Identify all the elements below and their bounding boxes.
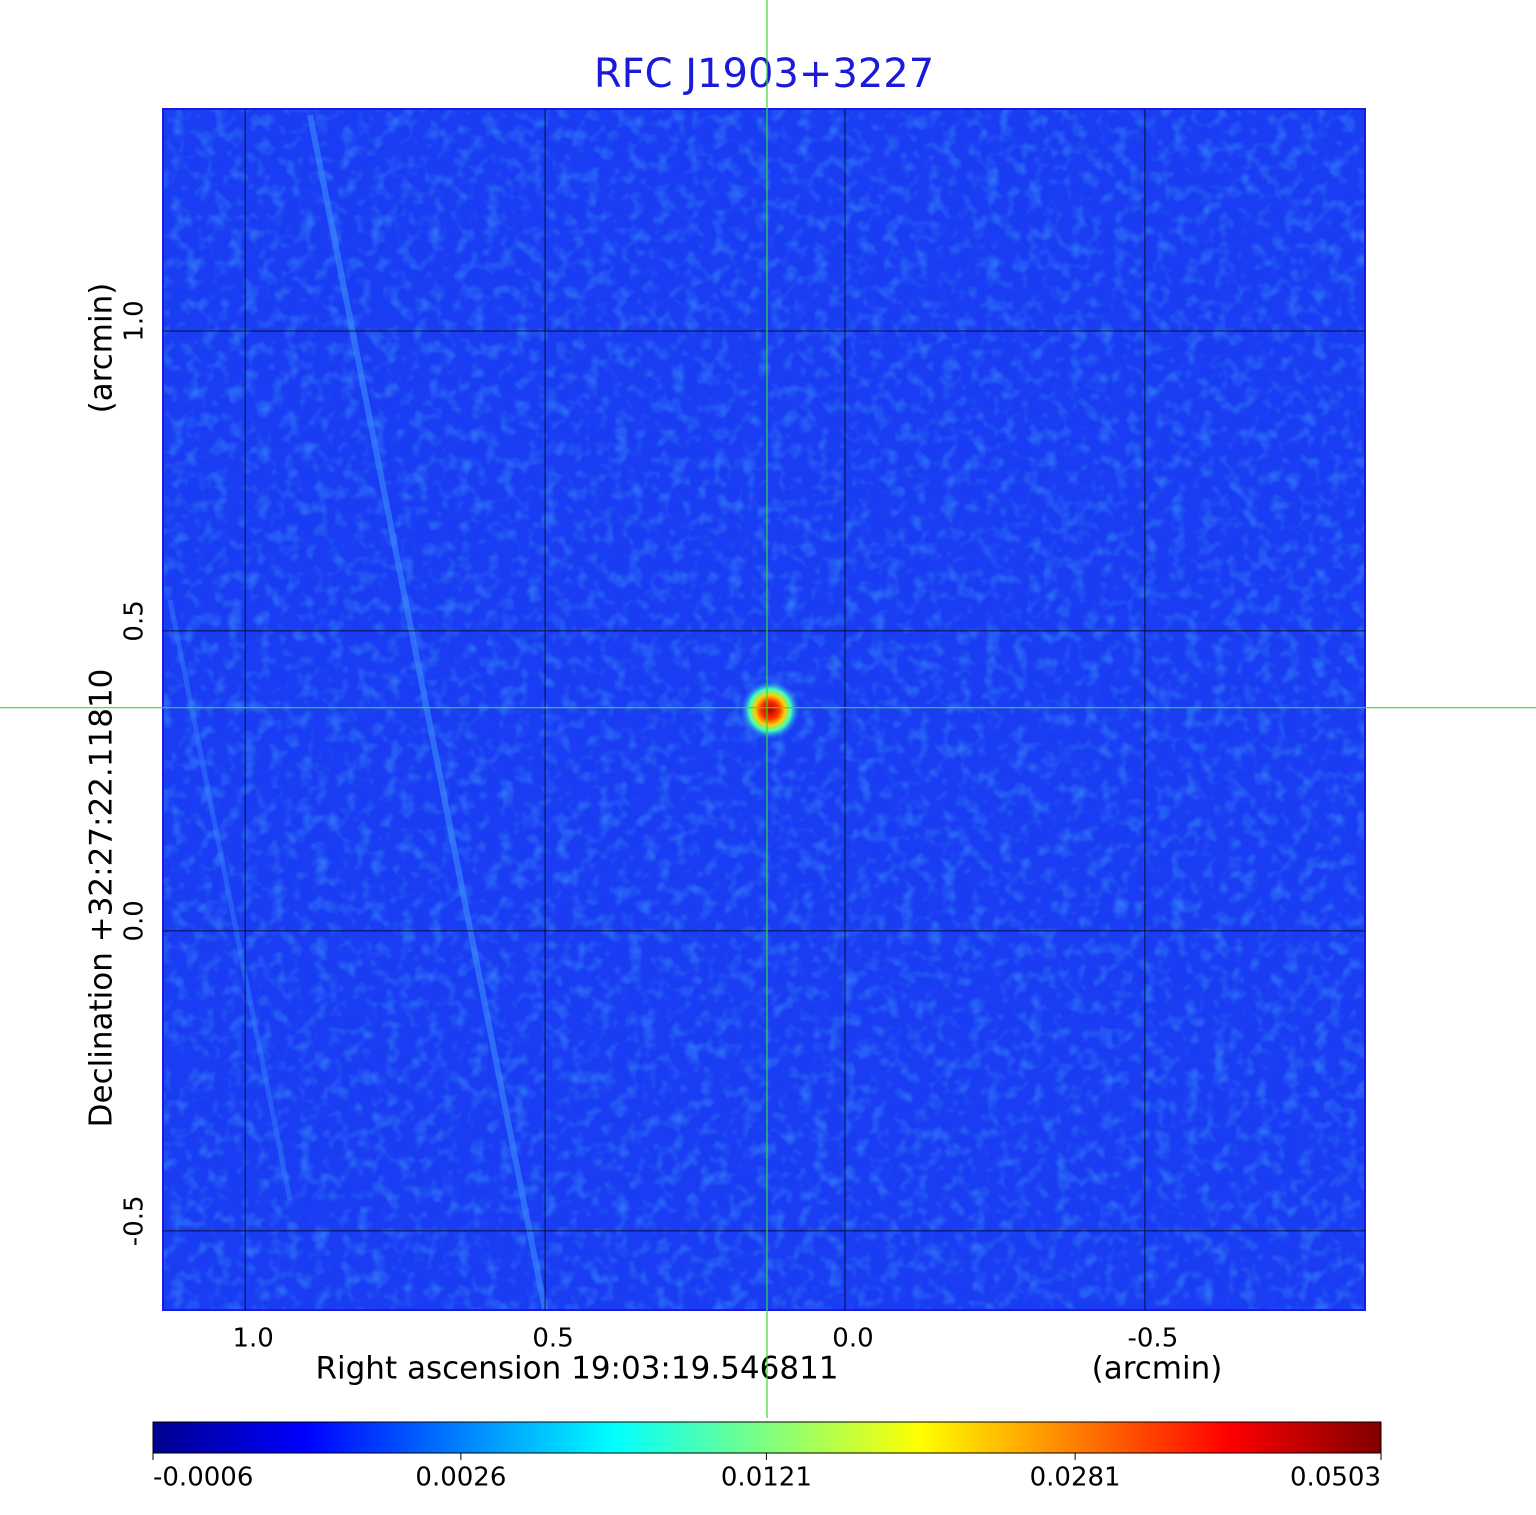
y-tick-label: 0.5: [120, 600, 150, 641]
colorbar-tick-label: 0.0026: [415, 1463, 506, 1493]
y-tick-label: 1.0: [120, 300, 150, 341]
x-axis-label: Right ascension 19:03:19.546811: [315, 1351, 838, 1387]
x-axis-unit: (arcmin): [1092, 1351, 1223, 1387]
chart-title: RFC J1903+3227: [594, 51, 934, 97]
colorbar-tick-label: 0.0121: [721, 1463, 812, 1493]
colorbar-tick-label: -0.0006: [153, 1463, 253, 1493]
x-tick-label: 0.0: [832, 1324, 873, 1354]
x-tick-label: 1.0: [232, 1324, 273, 1354]
image: [163, 109, 1365, 1310]
source: [740, 680, 800, 740]
y-axis-label: Declination +32:27:22.11810: [84, 669, 120, 1128]
plot-frame: [162, 108, 1366, 1311]
colorbar: [152, 1421, 1382, 1454]
x-tick-label: -0.5: [1128, 1324, 1179, 1354]
colorbar-tick-label: 0.0281: [1030, 1463, 1121, 1493]
y-tick-label: -0.5: [120, 1195, 150, 1246]
x-tick-label: 0.5: [532, 1324, 573, 1354]
y-axis-unit: (arcmin): [84, 283, 120, 414]
streak: [307, 114, 548, 1310]
y-tick-label: 0.0: [120, 900, 150, 941]
colorbar-tick-label: 0.0503: [1290, 1463, 1381, 1493]
streak: [167, 599, 293, 1201]
